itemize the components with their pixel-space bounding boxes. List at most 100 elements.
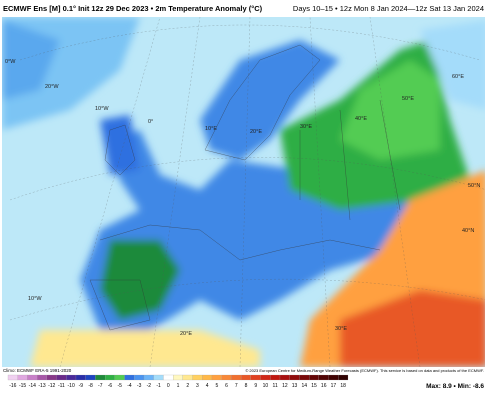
- map-label: 30°E: [335, 326, 347, 332]
- colorbar-swatch: [270, 374, 281, 381]
- colorbar-swatch: [241, 374, 251, 381]
- colorbar-swatch: [75, 374, 86, 381]
- colorbar-swatch: [56, 374, 67, 381]
- colorbar-swatch: [221, 374, 232, 381]
- colorbar-swatch: [143, 374, 154, 381]
- header-right: Days 10–15 • 12z Mon 8 Jan 2024—12z Sat …: [293, 4, 484, 13]
- colorbar-swatch: [182, 374, 193, 381]
- colorbar-swatch: [279, 374, 290, 381]
- russia-light-green: [340, 60, 440, 160]
- header-left: ECMWF Ens [M] 0.1° Init 12z 29 Dec 2023 …: [3, 4, 263, 13]
- map-label: 50°E: [402, 96, 414, 102]
- colorbar-swatch: [163, 374, 174, 381]
- map-label: 0°W: [5, 59, 16, 65]
- colorbar-swatch: [318, 374, 329, 381]
- colorbar-swatch: [192, 374, 203, 381]
- climo: Climo: ECMWF ERA-5 1991-2020: [3, 368, 72, 373]
- map-label: 40°E: [355, 116, 367, 122]
- colorbar-label: 4: [206, 383, 209, 389]
- colorbar-swatch: [7, 374, 18, 381]
- colorbar-label: -10: [68, 383, 75, 389]
- colorbar-swatch: [299, 374, 310, 381]
- colorbar-label: -8: [88, 383, 93, 389]
- map-label: 0°: [148, 119, 153, 125]
- stats: Max: 8.9 • Min: -8.6: [426, 383, 484, 390]
- colorbar-label: 9: [254, 383, 257, 389]
- map-label: 40°N: [462, 228, 474, 234]
- colorbar-swatch: [202, 374, 213, 381]
- colorbar-swatch: [95, 374, 106, 381]
- colorbar-swatch: [17, 374, 28, 381]
- colorbar-label: -16: [9, 383, 16, 389]
- colorbar-swatch: [211, 374, 222, 381]
- colorbar-swatch: [231, 374, 242, 381]
- colorbar-label: 16: [321, 383, 327, 389]
- colorbar-label: -14: [29, 383, 36, 389]
- colorbar-label: 12: [282, 383, 288, 389]
- colorbar-label: -15: [19, 383, 26, 389]
- colorbar-label: -1: [156, 383, 161, 389]
- colorbar-swatch: [46, 374, 57, 381]
- colorbar-label: 7: [235, 383, 238, 389]
- colorbar-label: 17: [331, 383, 337, 389]
- colorbar-label: 11: [273, 383, 278, 389]
- colorbar-label: -12: [48, 383, 55, 389]
- colorbar-swatch: [124, 374, 135, 381]
- map: [2, 17, 485, 367]
- colorbar-label: 5: [215, 383, 218, 389]
- colorbar-label: 18: [340, 383, 346, 389]
- colorbar-label: 6: [225, 383, 228, 389]
- colorbar-label: 15: [311, 383, 317, 389]
- graticule: [9, 17, 485, 367]
- map-label: 60°E: [452, 74, 464, 80]
- colorbar-label: 1: [177, 383, 180, 389]
- colorbar-swatch: [27, 374, 38, 381]
- map-label: 30°E: [300, 124, 312, 130]
- colorbar-label: 10: [263, 383, 269, 389]
- map-label: 50°N: [468, 183, 480, 189]
- colorbar-swatch: [250, 374, 261, 381]
- map-label: 10°W: [95, 106, 109, 112]
- colorbar-label: 0: [167, 383, 170, 389]
- colorbar-label: -9: [79, 383, 84, 389]
- colorbar-label: 3: [196, 383, 199, 389]
- colorbar-swatch: [260, 374, 271, 381]
- colorbar-label: 14: [302, 383, 308, 389]
- colorbar-swatch: [105, 374, 115, 381]
- colorbar-label: 2: [186, 383, 189, 389]
- copyright: © 2023 European Centre for Medium-Range …: [245, 368, 484, 373]
- map-label: 10°E: [205, 126, 217, 132]
- scandinavia: [200, 40, 340, 160]
- map-label: 20°E: [250, 129, 262, 135]
- colorbar-swatch: [328, 374, 339, 381]
- colorbar-swatch: [134, 374, 145, 381]
- colorbar-label: 8: [245, 383, 248, 389]
- colorbar-swatch: [309, 374, 319, 381]
- borders: [89, 44, 401, 331]
- colorbar-swatch: [338, 374, 349, 381]
- africa-warm: [30, 330, 260, 367]
- colorbar-swatch: [66, 374, 77, 381]
- colorbar-label: -7: [98, 383, 103, 389]
- colorbar-label: -13: [38, 383, 45, 389]
- arctic: [420, 20, 485, 110]
- colorbar-label: -11: [58, 383, 65, 389]
- colorbar-label: -6: [108, 383, 113, 389]
- map-label: 20°W: [45, 84, 59, 90]
- colorbar-label: 13: [292, 383, 298, 389]
- colorbar-swatch: [289, 374, 300, 381]
- colorbar-label: -4: [127, 383, 132, 389]
- map-label: 10°W: [28, 296, 42, 302]
- colorbar-swatch: [37, 374, 47, 381]
- colorbar-label: -3: [137, 383, 142, 389]
- colorbar-swatch: [173, 374, 183, 381]
- colorbar-swatch: [114, 374, 125, 381]
- map-label: 20°E: [180, 331, 192, 337]
- colorbar-label: -2: [147, 383, 152, 389]
- colorbar-swatch: [85, 374, 96, 381]
- east-hot: [340, 290, 485, 367]
- colorbar-label: -5: [117, 383, 122, 389]
- colorbar-swatch: [153, 374, 164, 381]
- ocean-cold: [2, 20, 60, 100]
